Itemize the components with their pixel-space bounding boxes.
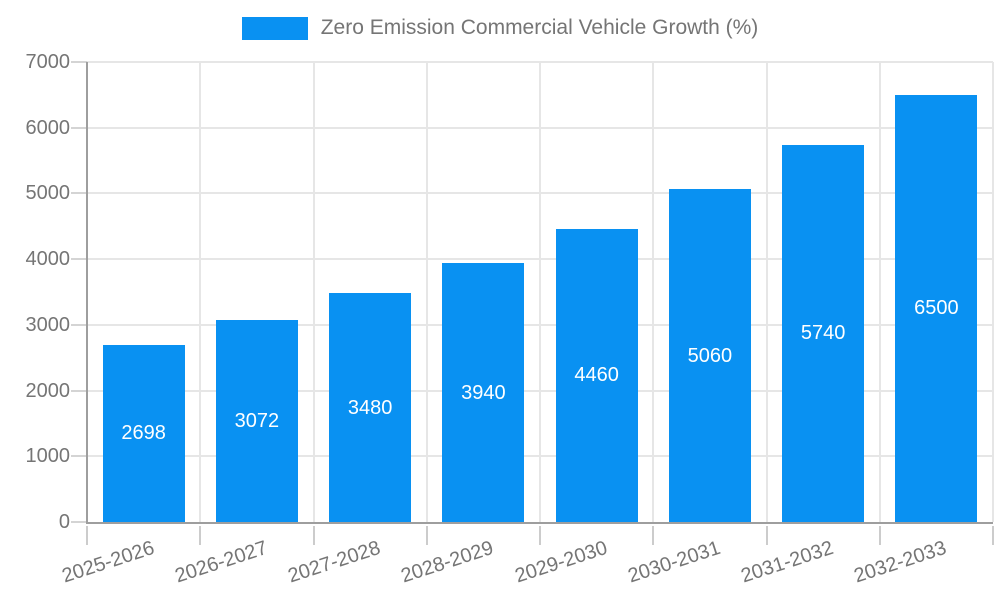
y-tick-label: 2000 bbox=[25, 379, 71, 402]
bar-value-label: 5740 bbox=[800, 322, 846, 345]
gridline-v bbox=[992, 62, 994, 522]
y-axis-tick bbox=[71, 323, 87, 326]
bar-value-label: 3480 bbox=[347, 396, 393, 419]
y-axis-tick bbox=[71, 192, 87, 195]
y-tick-label: 4000 bbox=[25, 248, 71, 271]
bar bbox=[782, 144, 865, 522]
legend-label: Zero Emission Commercial Vehicle Growth … bbox=[320, 16, 759, 39]
bar-value-label: 6500 bbox=[914, 297, 959, 320]
gridline-v bbox=[539, 62, 541, 522]
y-tick-label: 6000 bbox=[25, 116, 71, 139]
y-axis-tick bbox=[71, 521, 87, 523]
gridline-v bbox=[765, 62, 768, 522]
bar-value-label: 3940 bbox=[461, 381, 506, 404]
y-tick-label: 0 bbox=[58, 511, 70, 533]
x-axis-tick bbox=[765, 526, 768, 545]
bar bbox=[895, 94, 978, 522]
x-axis-tick bbox=[312, 526, 315, 545]
x-axis-tick bbox=[199, 526, 202, 545]
y-axis-tick bbox=[71, 61, 87, 63]
bar bbox=[102, 344, 185, 522]
y-axis-line bbox=[86, 62, 88, 524]
bar-value-label: 3072 bbox=[234, 410, 280, 433]
gridline-v bbox=[652, 62, 655, 522]
y-tick-label: 1000 bbox=[25, 445, 71, 468]
bar-value-label: 5060 bbox=[687, 344, 733, 367]
y-tick-label: 3000 bbox=[25, 313, 71, 336]
bar-value-label: 4460 bbox=[574, 364, 619, 387]
x-axis-tick bbox=[878, 526, 881, 545]
y-tick-label: 7000 bbox=[25, 51, 71, 73]
x-axis-line bbox=[87, 522, 993, 524]
gridline-v bbox=[878, 62, 881, 522]
bar bbox=[329, 293, 412, 522]
x-axis-tick bbox=[86, 526, 88, 545]
bar-value-label: 2698 bbox=[121, 422, 166, 445]
y-tick-label: 5000 bbox=[25, 182, 71, 205]
x-axis-tick bbox=[539, 526, 541, 545]
bar bbox=[442, 263, 525, 522]
gridline-v bbox=[199, 62, 202, 522]
y-axis-tick bbox=[71, 258, 87, 261]
y-axis-tick bbox=[71, 455, 87, 458]
bar bbox=[215, 320, 298, 522]
gridline-v bbox=[425, 62, 428, 522]
x-axis-tick bbox=[992, 526, 994, 545]
x-axis-tick bbox=[652, 526, 655, 545]
gridline-v bbox=[312, 62, 315, 522]
bar bbox=[668, 189, 751, 522]
legend-swatch bbox=[241, 16, 308, 40]
x-axis-tick bbox=[425, 526, 428, 545]
bar bbox=[555, 228, 638, 522]
y-axis-tick bbox=[71, 126, 87, 129]
y-axis-tick bbox=[71, 389, 87, 392]
chart-legend: Zero Emission Commercial Vehicle Growth … bbox=[0, 16, 1000, 40]
